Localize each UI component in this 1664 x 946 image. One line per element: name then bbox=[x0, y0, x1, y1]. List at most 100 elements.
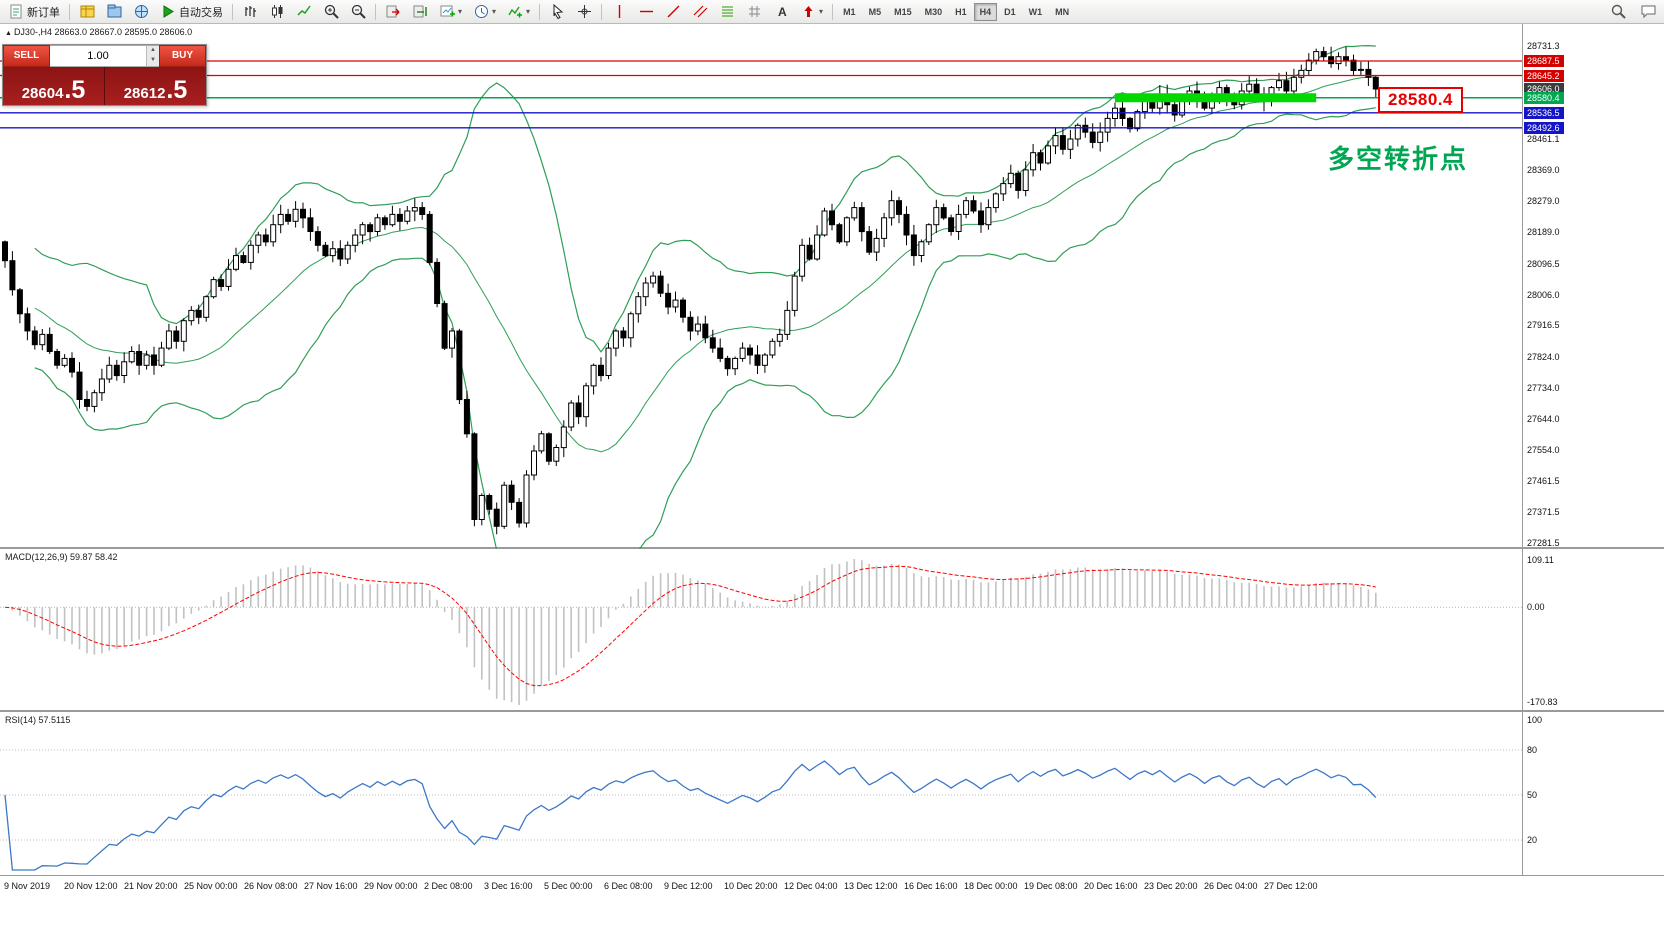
macd-scale[interactable]: 109.11 0.00 -170.83 bbox=[1522, 549, 1664, 710]
timeframe-h1-button[interactable]: H1 bbox=[955, 6, 967, 17]
sell-button[interactable]: SELL bbox=[3, 45, 50, 67]
buy-price[interactable]: 28612.5 bbox=[123, 76, 188, 104]
time-tick: 26 Nov 08:00 bbox=[244, 881, 298, 891]
turning-point-annotation[interactable]: 多空转折点 bbox=[1328, 144, 1469, 174]
price-tick: 27281.5 bbox=[1527, 538, 1560, 548]
data-window-button[interactable] bbox=[128, 2, 154, 22]
price-annotation-label[interactable]: 28580.4 bbox=[1378, 87, 1463, 113]
line-chart-button[interactable] bbox=[291, 2, 317, 22]
arrows-button[interactable]: ▾ bbox=[795, 2, 828, 22]
time-tick: 12 Dec 04:00 bbox=[784, 881, 838, 891]
auto-trading-label: 自动交易 bbox=[179, 6, 223, 19]
price-line-label: 28580.4 bbox=[1524, 92, 1564, 104]
time-tick: 27 Nov 16:00 bbox=[304, 881, 358, 891]
new-chart-button[interactable]: ▾ bbox=[434, 2, 467, 22]
macd-tick: -170.83 bbox=[1527, 697, 1558, 707]
line-icon bbox=[296, 4, 312, 20]
rsi-scale[interactable]: 100 80 50 20 bbox=[1522, 712, 1664, 875]
horizontal-line-button[interactable] bbox=[633, 2, 659, 22]
rsi-chart-canvas[interactable] bbox=[0, 712, 1522, 876]
timeframe-m5-button[interactable]: M5 bbox=[868, 6, 882, 17]
indicators-button[interactable]: ▾ bbox=[502, 2, 535, 22]
new-order-icon bbox=[8, 4, 24, 20]
candle-chart-button[interactable] bbox=[264, 2, 290, 22]
hline-icon bbox=[638, 4, 654, 20]
collapse-arrow-icon[interactable]: ▲ bbox=[5, 30, 12, 37]
rsi-tick: 80 bbox=[1527, 745, 1538, 755]
time-tick: 13 Dec 12:00 bbox=[844, 881, 898, 891]
data-window-icon bbox=[133, 4, 149, 20]
time-tick: 20 Dec 16:00 bbox=[1084, 881, 1138, 891]
zoom-in-button[interactable] bbox=[318, 2, 344, 22]
macd-chart-canvas[interactable] bbox=[0, 549, 1522, 712]
price-chart-panel: ▲ DJ30-,H4 28663.0 28667.0 28595.0 28606.… bbox=[0, 24, 1664, 549]
text-button[interactable]: A bbox=[768, 2, 794, 22]
time-tick: 2 Dec 08:00 bbox=[424, 881, 473, 891]
macd-tick: 0.00 bbox=[1527, 602, 1545, 613]
text-icon: A bbox=[773, 4, 789, 20]
price-tick: 28279.0 bbox=[1527, 196, 1560, 206]
time-tick: 26 Dec 04:00 bbox=[1204, 881, 1258, 891]
auto-trading-button[interactable]: 自动交易 bbox=[155, 2, 228, 22]
zoom-out-icon bbox=[350, 4, 366, 20]
timeframe-m15-button[interactable]: M15 bbox=[894, 6, 912, 17]
rsi-tick: 50 bbox=[1527, 790, 1538, 800]
zoom-out-button[interactable] bbox=[345, 2, 371, 22]
time-tick: 3 Dec 16:00 bbox=[484, 881, 533, 891]
timeframe-w1-button[interactable]: W1 bbox=[1028, 6, 1043, 17]
one-click-trade-widget: SELL ▲ ▼ BUY 28604.5 28612.5 bbox=[2, 44, 207, 106]
chevron-down-icon: ▾ bbox=[526, 7, 531, 16]
price-line-label: 28687.5 bbox=[1524, 55, 1564, 67]
time-tick: 20 Nov 12:00 bbox=[64, 881, 118, 891]
volume-input[interactable] bbox=[50, 46, 146, 66]
chevron-down-icon: ▾ bbox=[458, 7, 463, 16]
price-tick: 27644.0 bbox=[1527, 414, 1560, 424]
vline-icon bbox=[611, 4, 627, 20]
time-axis[interactable]: 9 Nov 2019 20 Nov 12:00 21 Nov 20:00 25 Nov… bbox=[0, 876, 1664, 946]
auto-scroll-button[interactable] bbox=[380, 2, 406, 22]
sell-price[interactable]: 28604.5 bbox=[21, 76, 86, 104]
new-chart-icon bbox=[439, 4, 455, 20]
toolbar-right-group bbox=[1605, 2, 1661, 22]
new-order-button[interactable]: 新订单 bbox=[3, 2, 65, 22]
rsi-label: RSI(14) 57.5115 bbox=[5, 715, 71, 725]
profiles-button[interactable] bbox=[101, 2, 127, 22]
chart-shift-button[interactable] bbox=[407, 2, 433, 22]
volume-down-button[interactable]: ▼ bbox=[147, 56, 159, 66]
timeframe-d1-button[interactable]: D1 bbox=[1004, 6, 1016, 17]
timeframe-mn-button[interactable]: MN bbox=[1055, 6, 1070, 17]
grid-button[interactable] bbox=[741, 2, 767, 22]
candlestick-chart-canvas[interactable] bbox=[0, 24, 1522, 549]
toolbar-separator bbox=[69, 3, 70, 20]
buy-button[interactable]: BUY bbox=[159, 45, 206, 67]
channel-button[interactable] bbox=[687, 2, 713, 22]
trendline-button[interactable] bbox=[660, 2, 686, 22]
svg-text:A: A bbox=[778, 5, 787, 19]
vertical-line-button[interactable] bbox=[606, 2, 632, 22]
search-icon bbox=[1610, 4, 1626, 20]
cursor-button[interactable] bbox=[544, 2, 570, 22]
market-watch-icon bbox=[79, 4, 95, 20]
chart-symbol-header: ▲ DJ30-,H4 28663.0 28667.0 28595.0 28606.… bbox=[5, 27, 193, 37]
price-tick: 27371.5 bbox=[1527, 507, 1560, 517]
price-line-label: 28492.6 bbox=[1524, 122, 1564, 134]
zoom-in-icon bbox=[323, 4, 339, 20]
search-button[interactable] bbox=[1605, 2, 1631, 22]
fibonacci-button[interactable] bbox=[714, 2, 740, 22]
timeframe-m1-button[interactable]: M1 bbox=[843, 6, 856, 17]
time-tick: 10 Dec 20:00 bbox=[724, 881, 778, 891]
crosshair-button[interactable] bbox=[571, 2, 597, 22]
cursor-icon bbox=[549, 4, 565, 20]
crosshair-icon bbox=[576, 4, 592, 20]
charts-bar-button[interactable] bbox=[74, 2, 100, 22]
chat-button[interactable] bbox=[1635, 2, 1661, 22]
timeframe-m30-button[interactable]: M30 bbox=[924, 6, 943, 17]
chart-window: ▲ DJ30-,H4 28663.0 28667.0 28595.0 28606.… bbox=[0, 24, 1664, 946]
price-scale[interactable]: 28731.3 28461.1 28369.0 28279.0 28189.0 28096… bbox=[1522, 24, 1664, 548]
period-button[interactable]: ▾ bbox=[468, 2, 501, 22]
volume-up-button[interactable]: ▲ bbox=[147, 46, 159, 56]
timeframe-h4-button[interactable]: H4 bbox=[973, 2, 998, 21]
new-order-label: 新订单 bbox=[27, 6, 60, 19]
bar-chart-button[interactable] bbox=[237, 2, 263, 22]
time-tick: 25 Nov 00:00 bbox=[184, 881, 238, 891]
